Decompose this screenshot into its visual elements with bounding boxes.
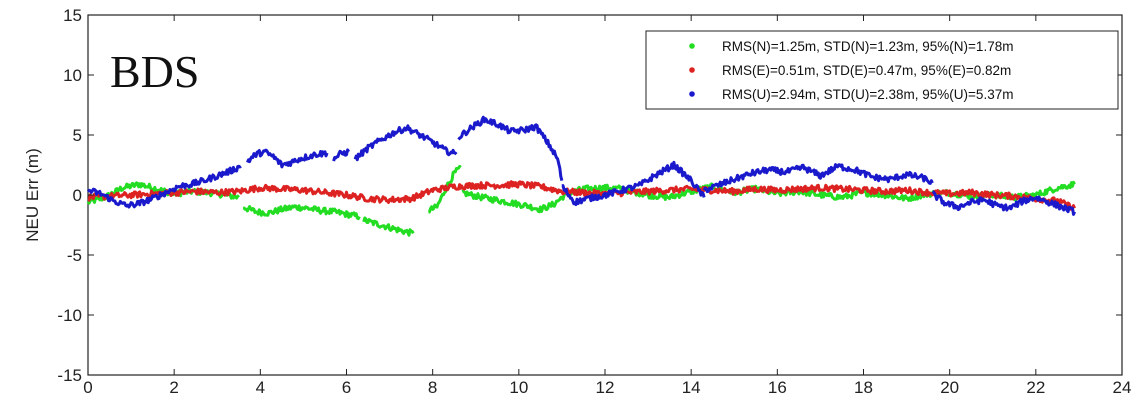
- series-layer: [86, 115, 1076, 237]
- x-tick-label: 4: [256, 378, 265, 397]
- series-2-segment-7: [931, 190, 1076, 216]
- x-tick-label: 2: [169, 378, 178, 397]
- y-tick-label: 15: [63, 6, 82, 25]
- series-1-segment-0: [87, 180, 1076, 211]
- y-tick-label: -15: [57, 366, 82, 385]
- x-tick-label: 8: [428, 378, 437, 397]
- series-0-segment-4: [461, 183, 628, 214]
- series-2-segment-4: [457, 115, 564, 181]
- legend-entry-2: RMS(U)=2.94m, STD(U)=2.38m, 95%(U)=5.37m: [722, 87, 1013, 102]
- series-2: [86, 115, 1076, 216]
- x-tick-label: 0: [83, 378, 92, 397]
- y-tick-label: 10: [63, 66, 82, 85]
- x-tick-label: 22: [1026, 378, 1045, 397]
- y-tick-label: 0: [73, 186, 82, 205]
- series-0-segment-3: [427, 164, 462, 214]
- series-2-segment-3: [353, 124, 458, 162]
- series-2-segment-2: [332, 148, 350, 162]
- y-tick-label: -10: [57, 306, 82, 325]
- x-tick-label: 14: [682, 378, 701, 397]
- y-tick-label: -5: [67, 246, 82, 265]
- series-2-segment-1: [246, 148, 329, 169]
- y-tick-label: 5: [73, 126, 82, 145]
- x-tick-label: 12: [596, 378, 615, 397]
- x-tick-label: 6: [342, 378, 351, 397]
- legend-marker-1: [689, 67, 695, 73]
- series-0-segment-2: [362, 216, 415, 237]
- legend: RMS(N)=1.25m, STD(N)=1.23m, 95%(N)=1.78m…: [645, 30, 1119, 110]
- x-tick-label: 20: [940, 378, 959, 397]
- series-2-segment-6: [702, 163, 934, 194]
- series-1: [87, 180, 1076, 211]
- legend-marker-2: [689, 91, 695, 97]
- x-tick-label: 10: [509, 378, 528, 397]
- legend-entry-0: RMS(N)=1.25m, STD(N)=1.23m, 95%(N)=1.78m: [722, 39, 1013, 54]
- x-tick-label: 18: [854, 378, 873, 397]
- legend-marker-0: [689, 43, 695, 49]
- series-2-segment-0: [86, 164, 242, 209]
- series-2-segment-5: [561, 160, 706, 207]
- x-tick-label: 16: [768, 378, 787, 397]
- chart-annotation: BDS: [110, 46, 199, 97]
- legend-box: [645, 30, 1119, 110]
- series-0-segment-1: [242, 204, 361, 221]
- y-axis-label: NEU Err (m): [23, 148, 42, 241]
- legend-entry-1: RMS(E)=0.51m, STD(E)=0.47m, 95%(E)=0.82m: [722, 63, 1011, 78]
- x-tick-label: 24: [1113, 378, 1132, 397]
